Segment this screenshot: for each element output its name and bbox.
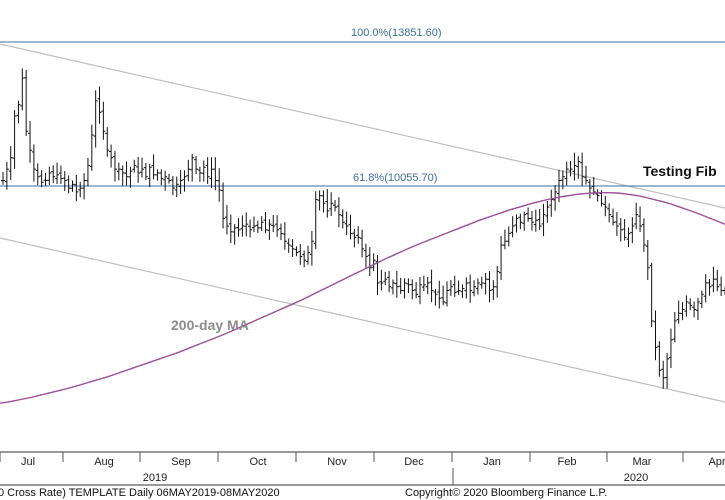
month-label-mar: Mar xyxy=(632,456,652,468)
month-label-jul: Jul xyxy=(20,456,36,468)
ma-200-line xyxy=(0,192,725,404)
month-label-nov: Nov xyxy=(327,456,347,468)
testing-fib-annotation: Testing Fib xyxy=(643,163,717,179)
ma-annotation: 200-day MA xyxy=(171,317,249,333)
month-label-apr: Apr xyxy=(708,456,725,468)
year-label-2019: 2019 xyxy=(142,472,168,484)
month-label-jan: Jan xyxy=(483,456,501,468)
month-label-feb: Feb xyxy=(557,456,577,468)
fib-100-label: 100.0%(13851.60) xyxy=(351,27,442,39)
channel-upper-line xyxy=(0,43,725,209)
month-label-oct: Oct xyxy=(249,456,267,468)
fib-618-label: 61.8%(10055.70) xyxy=(353,172,438,184)
month-label-aug: Aug xyxy=(94,456,114,468)
month-label-sep: Sep xyxy=(171,456,191,468)
channel-lower-line xyxy=(0,237,725,403)
footer-right: Copyright© 2020 Bloomberg Finance L.P. xyxy=(405,487,608,499)
month-label-dec: Dec xyxy=(404,456,424,468)
year-label-2020: 2020 xyxy=(623,472,649,484)
footer-left: 0 Cross Rate) TEMPLATE Daily 06MAY2019-0… xyxy=(0,487,280,499)
